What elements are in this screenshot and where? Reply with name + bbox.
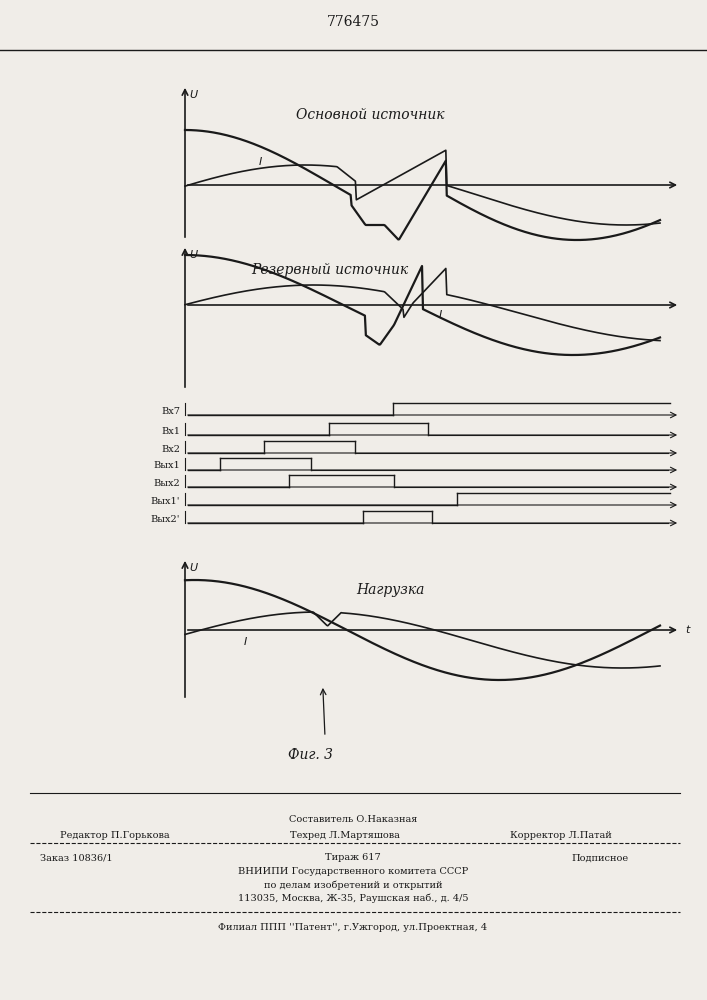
Text: Вх1: Вх1 (161, 426, 180, 436)
Text: 776475: 776475 (327, 15, 380, 29)
Text: Техред Л.Мартяшова: Техред Л.Мартяшова (290, 830, 400, 840)
Text: Редактор П.Горькова: Редактор П.Горькова (60, 830, 170, 840)
Text: U: U (189, 250, 197, 260)
Text: Вых1': Вых1' (151, 496, 180, 506)
Text: Филиал ППП ''Патент'', г.Ужгород, ул.Проектная, 4: Филиал ППП ''Патент'', г.Ужгород, ул.Про… (218, 924, 488, 932)
Text: Вх2: Вх2 (161, 444, 180, 454)
Text: I: I (243, 637, 247, 647)
Text: I: I (438, 310, 442, 320)
Text: Подписное: Подписное (571, 854, 629, 862)
Text: t: t (685, 625, 689, 635)
Text: I: I (258, 157, 262, 167)
Text: U: U (189, 90, 197, 100)
Text: U: U (189, 563, 197, 573)
Text: Резервный источник: Резервный источник (252, 263, 409, 277)
Text: ВНИИПИ Государственного комитета СССР: ВНИИПИ Государственного комитета СССР (238, 867, 468, 876)
Text: Фиг. 3: Фиг. 3 (288, 748, 332, 762)
Text: Вых2: Вых2 (153, 479, 180, 488)
Text: Составитель О.Наказная: Составитель О.Наказная (289, 816, 417, 824)
Text: Заказ 10836/1: Заказ 10836/1 (40, 854, 112, 862)
Text: 113035, Москва, Ж-35, Раушская наб., д. 4/5: 113035, Москва, Ж-35, Раушская наб., д. … (238, 893, 468, 903)
Text: Основной источник: Основной источник (296, 108, 444, 122)
Text: Нагрузка: Нагрузка (356, 583, 424, 597)
Text: Вх7: Вх7 (161, 406, 180, 416)
Text: по делам изобретений и открытий: по делам изобретений и открытий (264, 880, 443, 890)
Text: Вых2': Вых2' (151, 514, 180, 524)
Text: Корректор Л.Патай: Корректор Л.Патай (510, 830, 612, 840)
Text: Тираж 617: Тираж 617 (325, 854, 381, 862)
Text: Вых1: Вых1 (153, 462, 180, 471)
